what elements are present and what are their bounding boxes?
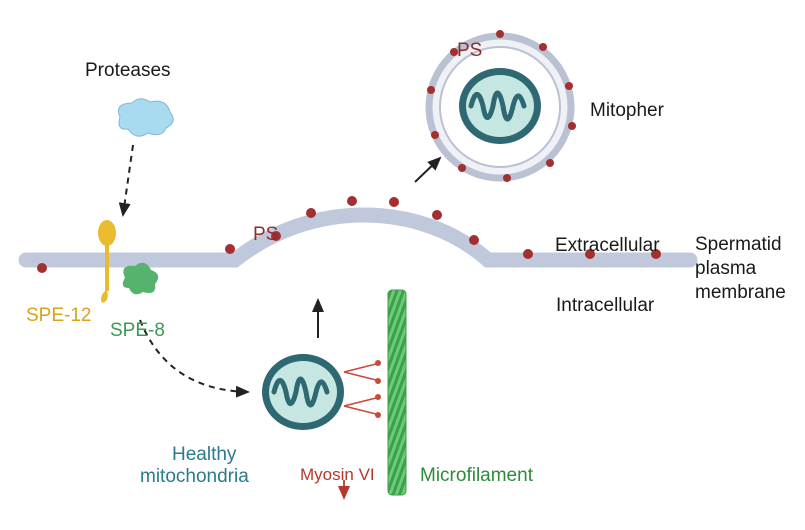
- arrow: [123, 145, 133, 215]
- healthy-mito-label-l2: mitochondria: [140, 466, 249, 488]
- ps-dot: [503, 174, 511, 182]
- ps-dot: [565, 82, 573, 90]
- myosin-link: [344, 364, 376, 372]
- arrow: [415, 158, 440, 182]
- spe12-tail: [101, 291, 108, 303]
- ps-upper-label: PS: [457, 40, 482, 62]
- spermatid-label-l2: plasma: [695, 258, 756, 280]
- mitochondria-intracellular: [262, 354, 344, 430]
- ps-lower-label: PS: [253, 224, 278, 246]
- spe8-label: SPE-8: [110, 320, 165, 342]
- ps-dot: [389, 197, 399, 207]
- ps-dot: [306, 208, 316, 218]
- ps-dot: [458, 164, 466, 172]
- ps-dot: [496, 30, 504, 38]
- microfilament: [388, 290, 406, 495]
- spe12-stalk: [105, 243, 109, 291]
- myosin-head: [375, 378, 381, 384]
- mitopher-label: Mitopher: [590, 100, 664, 122]
- mitopher-vesicle: [427, 30, 576, 182]
- myosin-linkers: [344, 360, 381, 418]
- protease-blob: [119, 99, 174, 136]
- ps-dot: [37, 263, 47, 273]
- myosin-label: Myosin VI: [300, 465, 375, 485]
- spermatid-label-l3: membrane: [695, 282, 786, 304]
- ps-dot: [546, 159, 554, 167]
- myosin-link: [344, 398, 376, 406]
- microfilament-label: Microfilament: [420, 465, 533, 487]
- spe8-protein: [123, 263, 158, 294]
- ps-dot: [523, 249, 533, 259]
- ps-dot: [427, 86, 435, 94]
- healthy-mito-label-l1: Healthy: [172, 444, 236, 466]
- ps-dot: [539, 43, 547, 51]
- extracellular-label: Extracellular: [555, 235, 660, 257]
- myosin-link: [344, 372, 376, 380]
- ps-dot: [469, 235, 479, 245]
- ps-dot: [432, 210, 442, 220]
- spe12-label: SPE-12: [26, 305, 91, 327]
- spe12-head: [98, 220, 116, 246]
- intracellular-label: Intracellular: [556, 295, 654, 317]
- ps-dot: [225, 244, 235, 254]
- ps-dot: [568, 122, 576, 130]
- myosin-head: [375, 412, 381, 418]
- spermatid-label-l1: Spermatid: [695, 234, 782, 256]
- ps-dot: [347, 196, 357, 206]
- myosin-head: [375, 394, 381, 400]
- ps-dot: [431, 131, 439, 139]
- myosin-head: [375, 360, 381, 366]
- proteases-label: Proteases: [85, 60, 171, 82]
- myosin-link: [344, 406, 376, 414]
